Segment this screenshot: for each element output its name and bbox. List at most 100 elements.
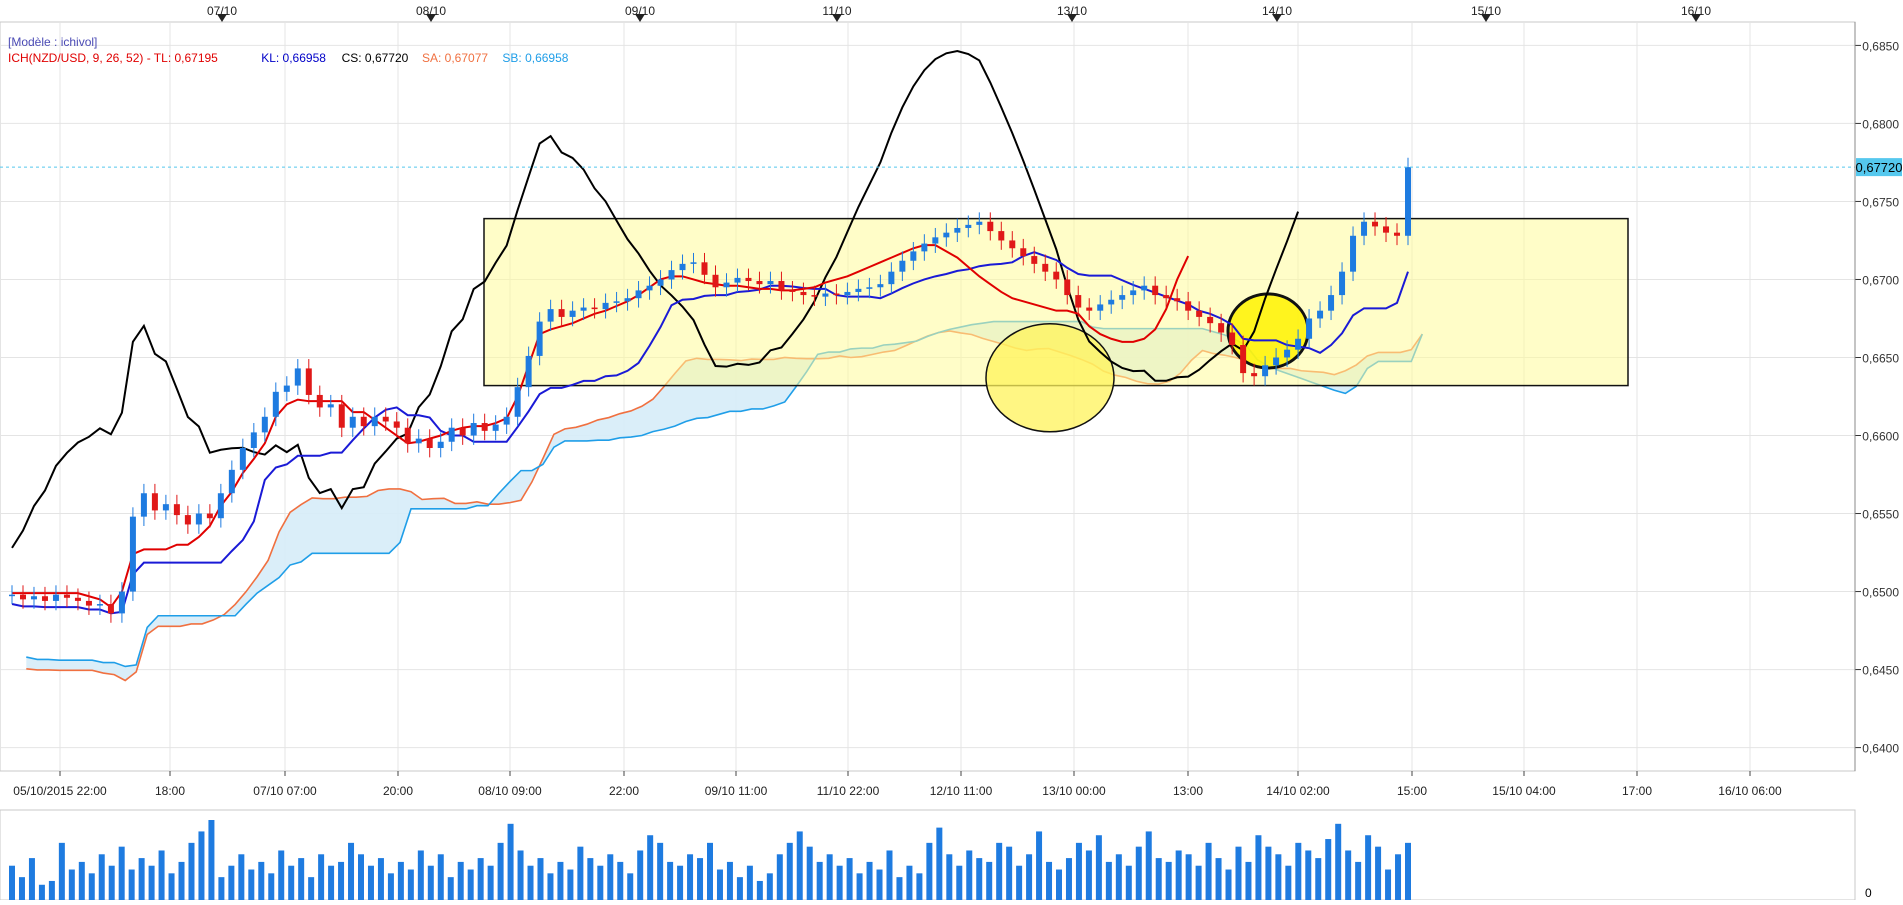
- candle-body: [426, 438, 433, 448]
- volume-bar: [1115, 854, 1122, 900]
- candle-body: [536, 321, 543, 356]
- volume-bar: [1395, 854, 1402, 900]
- volume-bar: [946, 854, 953, 900]
- volume-bar: [587, 858, 594, 900]
- candle-body: [569, 310, 576, 317]
- top-date-label: 11/10: [822, 4, 851, 18]
- indicator-legend: SB: 0,66958: [502, 51, 568, 65]
- candle-body: [283, 385, 290, 392]
- volume-bar: [697, 858, 704, 900]
- candle-body: [1317, 310, 1324, 319]
- candle-body: [888, 271, 895, 285]
- model-label: [Modèle : ichivol]: [8, 35, 97, 49]
- candle-body: [800, 291, 807, 296]
- top-date-label: 13/10: [1057, 4, 1087, 18]
- volume-bar: [1225, 869, 1232, 900]
- volume-bar: [447, 877, 454, 900]
- candle-body: [173, 504, 180, 516]
- candle-body: [547, 309, 554, 322]
- candle-body: [690, 262, 697, 264]
- y-tick-label: 0,6500: [1862, 586, 1899, 600]
- volume-bar: [1046, 861, 1053, 900]
- volume-bar: [966, 850, 973, 900]
- volume-bar: [647, 835, 654, 900]
- volume-bar: [218, 877, 225, 900]
- top-date-marker: [426, 14, 436, 22]
- candle-body: [525, 355, 532, 388]
- candle-body: [1284, 349, 1291, 358]
- top-date-label: 14/10: [1262, 4, 1292, 18]
- volume-bar: [846, 858, 853, 900]
- y-tick-label: 0,6850: [1862, 39, 1899, 53]
- volume-bar: [68, 869, 75, 900]
- volume-bar: [178, 861, 185, 900]
- candle-body: [1218, 323, 1225, 333]
- candle-body: [1141, 285, 1148, 291]
- candle-body: [459, 427, 466, 436]
- volume-bar: [996, 842, 1003, 900]
- volume-bar: [18, 877, 25, 900]
- candle-body: [624, 298, 631, 302]
- candle-body: [217, 493, 224, 519]
- volume-bar: [1215, 858, 1222, 900]
- volume-bar: [168, 873, 175, 900]
- volume-bar: [926, 842, 933, 900]
- tenkan-line: [12, 244, 1190, 609]
- top-date-label: 15/10: [1471, 4, 1501, 18]
- volume-bar: [1275, 854, 1282, 900]
- candle-body: [272, 391, 279, 417]
- top-date-label: 16/10: [1681, 4, 1711, 18]
- volume-bar: [886, 850, 893, 900]
- top-date-marker: [832, 14, 842, 22]
- candle-body: [1306, 318, 1313, 339]
- volume-bar: [906, 865, 913, 900]
- volume-bar: [687, 854, 694, 900]
- candle-body: [877, 284, 884, 288]
- current-price-label: 0,67720: [1856, 160, 1903, 175]
- volume-bar: [756, 880, 763, 900]
- volume-bar: [118, 846, 125, 900]
- y-tick-label: 0,6600: [1862, 430, 1899, 444]
- candle-body: [767, 281, 774, 285]
- candle-body: [448, 427, 455, 442]
- volume-bar: [48, 880, 55, 900]
- volume-bar: [557, 861, 564, 900]
- candle-body: [1009, 240, 1016, 249]
- volume-bar: [348, 842, 355, 900]
- volume-bar: [1385, 869, 1392, 900]
- volume-bar: [836, 865, 843, 900]
- volume-bar: [916, 873, 923, 900]
- candle-body: [118, 591, 125, 614]
- indicator-legend: ICH(NZD/USD, 9, 26, 52) - TL: 0,67195: [8, 51, 218, 65]
- volume-bar: [746, 865, 753, 900]
- candle-body: [184, 515, 191, 525]
- candle-body: [844, 291, 851, 296]
- candle-body: [503, 416, 510, 425]
- volume-bar: [318, 854, 325, 900]
- y-tick-label: 0,6650: [1862, 351, 1899, 365]
- candle-body: [393, 421, 400, 428]
- volume-bar: [38, 884, 45, 900]
- candle-body: [1394, 232, 1401, 236]
- volume-bar: [238, 854, 245, 900]
- y-tick-label: 0,6800: [1862, 117, 1899, 131]
- volume-bar: [1235, 846, 1242, 900]
- volume-bar: [796, 831, 803, 900]
- indicator-legend: KL: 0,66958: [261, 51, 326, 65]
- candle-body: [701, 262, 708, 275]
- volume-bar: [1285, 865, 1292, 900]
- candle-body: [657, 279, 664, 286]
- volume-bar: [437, 854, 444, 900]
- candle-body: [1185, 301, 1192, 311]
- volume-bar: [896, 877, 903, 900]
- candle-body: [943, 232, 950, 238]
- candle-body: [492, 424, 499, 431]
- volume-bar: [786, 842, 793, 900]
- candle-body: [74, 597, 81, 601]
- candle-body: [591, 307, 598, 310]
- candle-body: [52, 594, 59, 601]
- candle-body: [1405, 167, 1411, 236]
- candle-body: [63, 594, 70, 598]
- volume-bar: [1026, 854, 1033, 900]
